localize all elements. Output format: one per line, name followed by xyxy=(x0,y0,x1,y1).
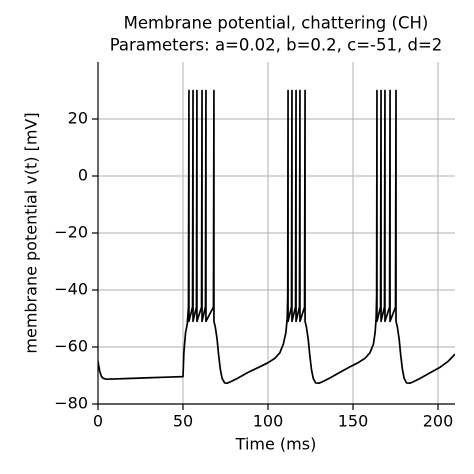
x-tick-label: 200 xyxy=(423,412,454,431)
y-tick-label: −40 xyxy=(54,280,88,299)
x-tick-label: 100 xyxy=(253,412,284,431)
x-tick-label: 0 xyxy=(93,412,103,431)
y-tick-label: 0 xyxy=(78,166,88,185)
y-tick-label: −80 xyxy=(54,394,88,413)
grid xyxy=(97,62,455,405)
x-axis-label: Time (ms) xyxy=(235,435,317,454)
y-tick-label: 20 xyxy=(68,109,88,128)
y-tick-label: −60 xyxy=(54,337,88,356)
y-axis-label: membrane potential v(t) [mV] xyxy=(22,112,41,353)
chart-title: Membrane potential, chattering (CH) xyxy=(124,14,429,33)
x-tick-label: 50 xyxy=(173,412,193,431)
y-tick-label: −20 xyxy=(54,223,88,242)
plot-area xyxy=(98,89,455,385)
line-series xyxy=(98,89,455,385)
x-tick-label: 150 xyxy=(338,412,369,431)
chart-subtitle: Parameters: a=0.02, b=0.2, c=-51, d=2 xyxy=(110,36,443,55)
